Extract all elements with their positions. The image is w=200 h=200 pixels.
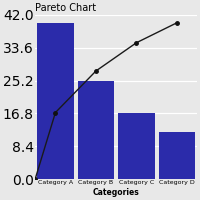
Bar xyxy=(159,132,195,179)
Text: Pareto Chart: Pareto Chart xyxy=(35,3,96,13)
X-axis label: Categories: Categories xyxy=(93,188,140,197)
Bar xyxy=(37,23,74,179)
Bar xyxy=(118,113,155,179)
Bar xyxy=(78,81,114,179)
